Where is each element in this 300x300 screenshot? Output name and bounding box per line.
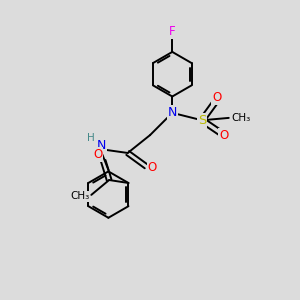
Text: O: O bbox=[212, 91, 221, 104]
Text: F: F bbox=[169, 25, 175, 38]
Text: N: N bbox=[96, 139, 106, 152]
Text: O: O bbox=[148, 161, 157, 174]
Text: CH₃: CH₃ bbox=[70, 191, 90, 201]
Text: N: N bbox=[168, 106, 177, 119]
Text: O: O bbox=[93, 148, 103, 161]
Text: S: S bbox=[198, 114, 206, 127]
Text: CH₃: CH₃ bbox=[231, 113, 250, 123]
Text: O: O bbox=[219, 129, 229, 142]
Text: H: H bbox=[87, 133, 95, 143]
